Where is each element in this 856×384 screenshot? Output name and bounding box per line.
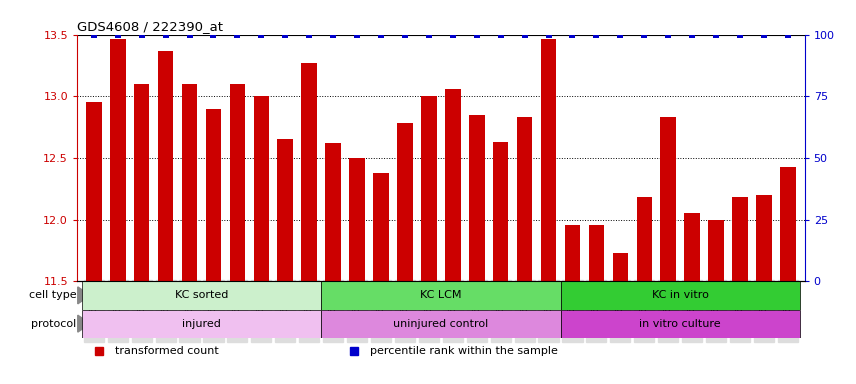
Text: transformed count: transformed count: [115, 346, 218, 356]
Point: [398, 31, 412, 38]
Bar: [253, 96, 269, 281]
Text: injured: injured: [182, 319, 221, 329]
Polygon shape: [78, 315, 90, 332]
Point: [470, 31, 484, 38]
Bar: [110, 40, 126, 281]
Text: KC LCM: KC LCM: [420, 290, 461, 300]
Bar: [661, 117, 676, 281]
Bar: [82, 281, 321, 310]
Text: uninjured control: uninjured control: [393, 319, 489, 329]
Point: [134, 31, 148, 38]
Bar: [561, 281, 800, 310]
Bar: [321, 310, 561, 338]
Point: [566, 31, 580, 38]
Point: [302, 31, 316, 38]
Bar: [158, 51, 174, 281]
Text: GDS4608 / 222390_at: GDS4608 / 222390_at: [77, 20, 223, 33]
Bar: [86, 103, 102, 281]
Point: [254, 31, 268, 38]
Bar: [780, 167, 796, 281]
Bar: [493, 142, 508, 281]
Bar: [349, 158, 365, 281]
Point: [206, 31, 220, 38]
Bar: [325, 143, 341, 281]
Point: [518, 31, 532, 38]
Bar: [181, 84, 198, 281]
Bar: [421, 96, 437, 281]
Bar: [517, 117, 532, 281]
Text: percentile rank within the sample: percentile rank within the sample: [370, 346, 557, 356]
Point: [111, 31, 125, 38]
Bar: [589, 225, 604, 281]
Bar: [82, 310, 321, 338]
Bar: [708, 220, 724, 281]
Bar: [613, 253, 628, 281]
Point: [278, 31, 292, 38]
Bar: [561, 310, 800, 338]
Point: [182, 31, 196, 38]
Bar: [134, 84, 150, 281]
Point: [422, 31, 436, 38]
Bar: [229, 84, 245, 281]
Point: [590, 31, 603, 38]
Point: [614, 31, 627, 38]
Point: [757, 31, 770, 38]
Bar: [684, 214, 700, 281]
Bar: [756, 195, 772, 281]
Text: cell type: cell type: [29, 290, 76, 300]
Bar: [373, 173, 389, 281]
Bar: [445, 89, 461, 281]
Bar: [637, 197, 652, 281]
Point: [638, 31, 651, 38]
Bar: [397, 123, 413, 281]
Point: [326, 31, 340, 38]
Bar: [277, 139, 293, 281]
Text: protocol: protocol: [31, 319, 76, 329]
Point: [734, 31, 747, 38]
Bar: [205, 109, 221, 281]
Text: KC in vitro: KC in vitro: [651, 290, 709, 300]
Point: [710, 31, 723, 38]
Bar: [469, 115, 484, 281]
Bar: [565, 225, 580, 281]
Point: [350, 31, 364, 38]
Bar: [301, 63, 317, 281]
Bar: [321, 281, 561, 310]
Point: [494, 31, 508, 38]
Point: [374, 31, 388, 38]
Bar: [732, 197, 748, 281]
Point: [230, 31, 244, 38]
Point: [542, 31, 556, 38]
Text: KC sorted: KC sorted: [175, 290, 229, 300]
Point: [87, 31, 101, 38]
Point: [686, 31, 699, 38]
Point: [662, 31, 675, 38]
Point: [446, 31, 460, 38]
Bar: [541, 40, 556, 281]
Text: in vitro culture: in vitro culture: [639, 319, 721, 329]
Point: [781, 31, 794, 38]
Polygon shape: [78, 287, 90, 304]
Point: [158, 31, 172, 38]
